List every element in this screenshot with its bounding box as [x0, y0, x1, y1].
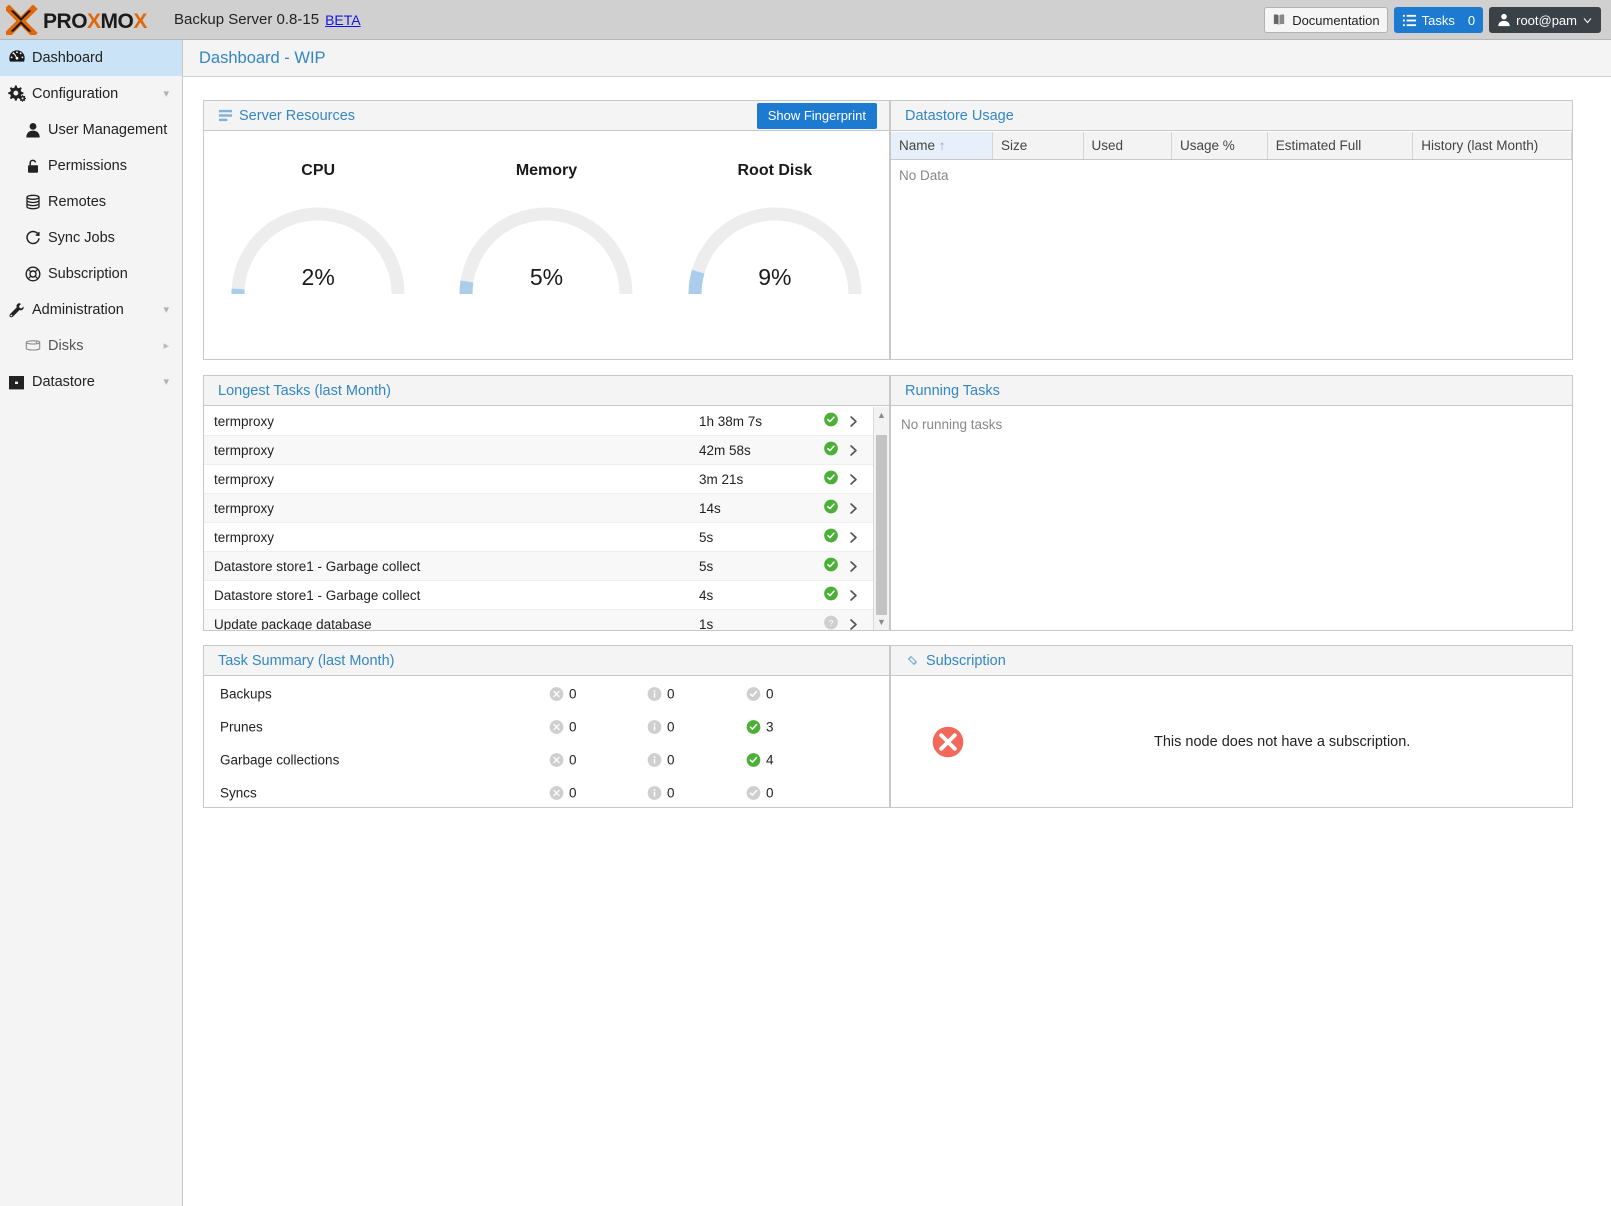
svg-text:PROXMOX: PROXMOX: [43, 10, 147, 33]
svg-text:?: ?: [829, 618, 834, 628]
